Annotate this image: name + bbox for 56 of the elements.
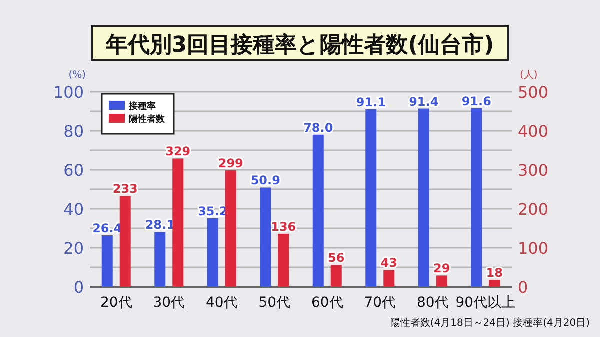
bar xyxy=(120,196,131,287)
bar xyxy=(260,188,272,287)
x-tick-label: 80代 xyxy=(416,295,449,311)
bar xyxy=(366,109,377,287)
y-tick-label: 100 xyxy=(53,83,84,102)
bar xyxy=(436,276,448,287)
y-tick-label: 0 xyxy=(74,278,84,297)
bar xyxy=(102,236,113,287)
y-tick-label: 40 xyxy=(64,200,84,219)
bar xyxy=(471,108,482,287)
x-tick-label: 40代 xyxy=(206,295,238,311)
data-label: 43 xyxy=(380,256,398,270)
y2-tick-label: 300 xyxy=(518,161,549,180)
data-label: 18 xyxy=(486,266,503,280)
y-tick-label: 60 xyxy=(64,161,84,180)
y2-axis-title: (人) xyxy=(520,70,538,81)
bar xyxy=(225,170,236,287)
x-tick-label: 30代 xyxy=(153,295,186,311)
y-axis-title: (%) xyxy=(68,70,86,81)
bar xyxy=(330,265,342,287)
bar xyxy=(312,134,324,287)
data-label: 91.6 xyxy=(462,94,492,108)
data-label: 91.1 xyxy=(356,95,386,110)
data-label: 50.9 xyxy=(250,174,280,188)
x-tick-label: 90代以上 xyxy=(456,295,516,311)
data-label: 56 xyxy=(328,251,345,266)
legend-label: 陽性者数 xyxy=(129,114,166,125)
bar xyxy=(154,232,166,287)
y2-tick-label: 500 xyxy=(518,83,549,102)
bar xyxy=(207,218,218,287)
data-label: 35.2 xyxy=(198,204,228,218)
y-tick-label: 20 xyxy=(64,239,84,258)
y2-tick-label: 100 xyxy=(518,239,549,258)
x-tick-label: 70代 xyxy=(364,295,396,311)
data-label: 233 xyxy=(112,182,138,196)
chart-title: 年代別3回目接種率と陽性者数(仙台市) xyxy=(104,32,494,58)
bar xyxy=(489,280,500,287)
bar xyxy=(418,108,430,287)
x-tick-label: 50代 xyxy=(258,295,291,311)
y2-tick-label: 0 xyxy=(518,278,528,297)
y2-tick-label: 400 xyxy=(518,122,549,141)
data-label: 299 xyxy=(218,156,244,170)
x-tick-label: 60代 xyxy=(311,295,344,311)
text: 陽性者数(4月18日～24日) 接種率(4月20日) xyxy=(390,317,590,329)
bar xyxy=(172,158,184,287)
bar xyxy=(278,234,290,287)
data-label: 29 xyxy=(434,262,450,276)
y2-tick-label: 200 xyxy=(518,200,549,219)
data-label: 136 xyxy=(271,220,296,234)
legend-label: 接種率 xyxy=(128,101,156,112)
x-tick-label: 20代 xyxy=(100,295,132,311)
data-label: 78.0 xyxy=(304,120,334,135)
data-label: 329 xyxy=(166,144,191,159)
data-label: 91.4 xyxy=(409,94,439,109)
y-tick-label: 80 xyxy=(64,122,84,141)
bar xyxy=(384,270,395,287)
